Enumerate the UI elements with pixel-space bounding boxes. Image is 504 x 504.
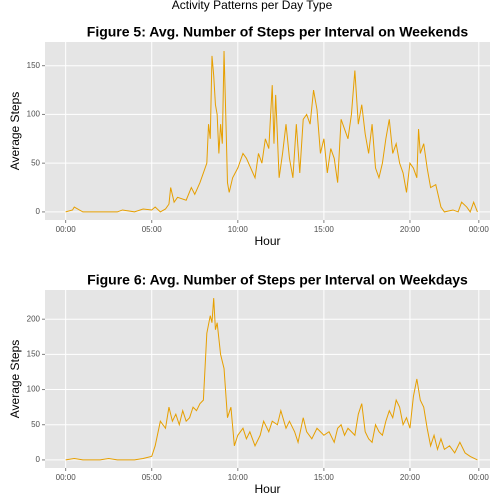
x-tick-label: 20:00 <box>400 225 421 234</box>
x-tick-label: 15:00 <box>314 225 335 234</box>
line <box>65 298 478 461</box>
y-tick-label: 150 <box>27 61 41 70</box>
x-tick-label: 10:00 <box>228 473 249 482</box>
y-tick-label: 100 <box>27 385 41 394</box>
x-axis-title: Hour <box>254 234 280 248</box>
x-tick-label: 15:00 <box>314 473 335 482</box>
x-tick-label: 00:00 <box>56 473 77 482</box>
x-tick-label: 00:00 <box>469 225 490 234</box>
line <box>65 51 478 213</box>
x-tick-label: 20:00 <box>400 473 421 482</box>
x-axis-title: Hour <box>254 482 280 496</box>
figure-title: Activity Patterns per Day Type <box>172 0 333 12</box>
y-tick-label: 100 <box>27 110 41 119</box>
plot-background <box>45 290 490 468</box>
x-tick-label: 10:00 <box>228 225 249 234</box>
x-tick-label: 00:00 <box>56 225 77 234</box>
panel-title: Figure 5: Avg. Number of Steps per Inter… <box>87 24 469 40</box>
y-axis-title: Average Steps <box>8 92 22 171</box>
y-tick-label: 0 <box>36 207 41 216</box>
y-tick-label: 150 <box>27 349 41 358</box>
x-tick-label: 00:00 <box>469 473 490 482</box>
plot-background <box>45 42 490 220</box>
y-tick-label: 50 <box>31 420 40 429</box>
panel-title: Figure 6: Avg. Number of Steps per Inter… <box>87 272 468 288</box>
y-tick-label: 50 <box>31 158 40 167</box>
y-tick-label: 0 <box>36 455 41 464</box>
x-tick-label: 05:00 <box>142 473 163 482</box>
y-tick-label: 200 <box>27 314 41 323</box>
y-axis-title: Average Steps <box>8 340 22 419</box>
x-tick-label: 05:00 <box>142 225 163 234</box>
